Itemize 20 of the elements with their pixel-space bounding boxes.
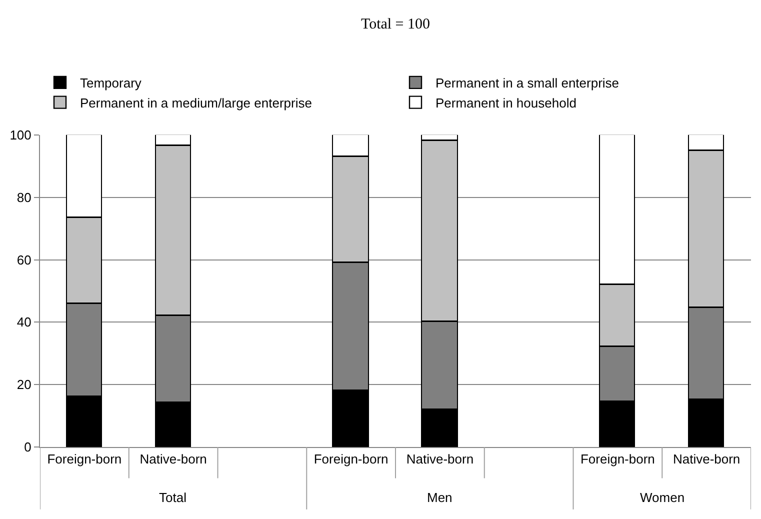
x-tick-label: Foreign-born — [314, 452, 388, 467]
legend-label: Permanent in household — [436, 95, 576, 110]
x-tick-label: Foreign-born — [47, 452, 122, 467]
text: Total — [159, 490, 187, 505]
x-tick-label: Native-born — [672, 452, 740, 467]
y-tick-label: 0 — [24, 440, 32, 455]
y-tick-label: 20 — [16, 377, 32, 392]
x-tick-label: Native-born — [406, 452, 474, 467]
y-tick-label: 40 — [16, 314, 32, 330]
y-tick-label: 100 — [10, 127, 32, 142]
y-tick-label: 60 — [16, 252, 32, 268]
text: Women — [640, 490, 685, 505]
legend-label: Permanent in a small enterprise — [436, 75, 620, 90]
x-tick-label: Foreign-born — [580, 452, 655, 467]
text: Men — [427, 490, 452, 505]
y-tick-label: 80 — [16, 190, 32, 205]
chart-title: Total = 100 — [360, 16, 430, 33]
x-tick-label: Native-born — [140, 452, 207, 467]
legend-label: Permanent in a medium/large enterprise — [80, 95, 312, 110]
legend-label: Temporary — [80, 75, 142, 90]
